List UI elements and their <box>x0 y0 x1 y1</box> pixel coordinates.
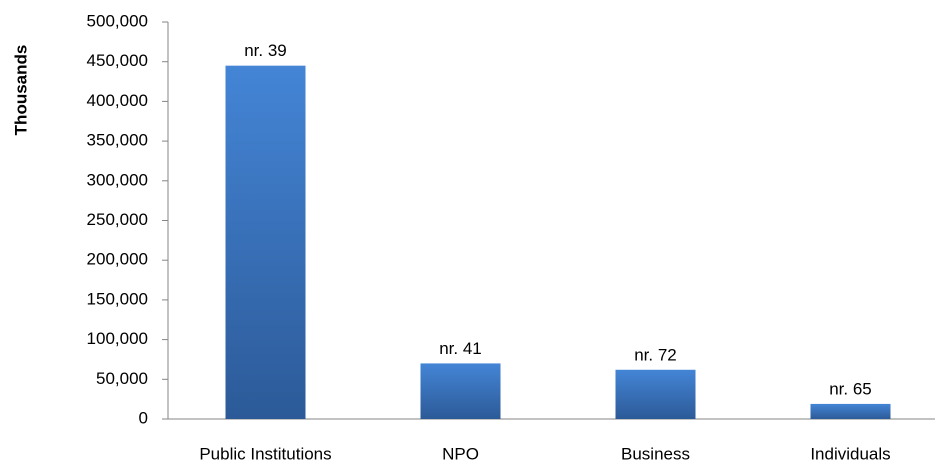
bar <box>225 65 306 420</box>
bar <box>810 403 891 419</box>
x-tick-label: Business <box>621 444 690 463</box>
y-axis-title: Thousands <box>11 45 30 136</box>
y-tick-label: 450,000 <box>87 51 148 70</box>
bar <box>420 363 501 419</box>
y-tick-label: 300,000 <box>87 170 148 189</box>
y-tick-label: 350,000 <box>87 131 148 150</box>
y-tick-label: 500,000 <box>87 11 148 30</box>
y-tick-label: 50,000 <box>96 369 148 388</box>
y-tick-label: 200,000 <box>87 250 148 269</box>
y-tick-label: 0 <box>139 408 148 427</box>
y-tick-label: 100,000 <box>87 329 148 348</box>
y-tick-label: 250,000 <box>87 210 148 229</box>
bar-label: nr. 65 <box>829 379 872 398</box>
y-tick-label: 150,000 <box>87 289 148 308</box>
bar-label: nr. 41 <box>439 339 482 358</box>
x-tick-label: NPO <box>442 444 479 463</box>
bar-label: nr. 72 <box>634 345 677 364</box>
x-tick-label: Individuals <box>810 444 890 463</box>
y-tick-label: 400,000 <box>87 91 148 110</box>
bar <box>615 369 696 419</box>
bar-label: nr. 39 <box>244 41 287 60</box>
x-tick-label: Public Institutions <box>199 444 331 463</box>
